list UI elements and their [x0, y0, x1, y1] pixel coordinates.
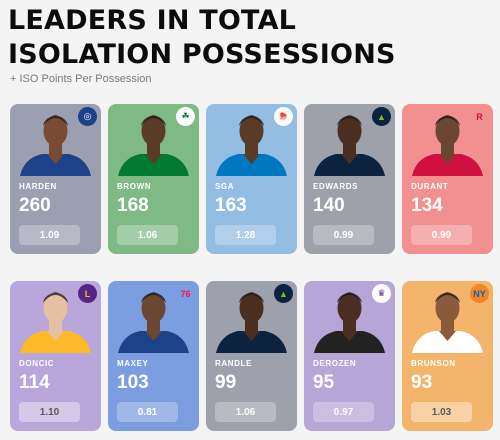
player-name: DONCIC — [19, 359, 55, 368]
player-photo — [20, 115, 91, 176]
ppp-badge: 0.97 — [313, 402, 374, 422]
player-card: R DURANT 134 0.99 — [402, 104, 493, 254]
celtics-logo-icon: ☘ — [176, 107, 195, 126]
iso-possessions-value: 260 — [19, 195, 51, 216]
iso-possessions-value: 93 — [411, 372, 433, 393]
player-photo — [314, 292, 385, 353]
player-card: ▲ RANDLE 99 1.06 — [206, 281, 297, 431]
iso-possessions-value: 99 — [215, 372, 237, 393]
player-photo — [314, 115, 385, 176]
player-card: 76 MAXEY 103 0.81 — [108, 281, 199, 431]
player-card: ♛ DEROZEN 95 0.97 — [304, 281, 395, 431]
ppp-badge: 1.06 — [117, 225, 178, 245]
player-photo — [20, 292, 91, 353]
player-photo — [412, 115, 483, 176]
player-photo — [216, 115, 287, 176]
player-name: SGA — [215, 182, 235, 191]
iso-possessions-value: 140 — [313, 195, 345, 216]
player-name: EDWARDS — [313, 182, 359, 191]
clippers-logo-icon: ◎ — [78, 107, 97, 126]
player-name: BRUNSON — [411, 359, 456, 368]
page-title: LEADERS IN TOTAL ISOLATION POSSESSIONS — [8, 4, 396, 72]
ppp-badge: 1.03 — [411, 402, 472, 422]
player-photo — [118, 292, 189, 353]
ppp-badge: 1.09 — [19, 225, 80, 245]
iso-possessions-value: 134 — [411, 195, 443, 216]
player-card: ◎ HARDEN 260 1.09 — [10, 104, 101, 254]
player-card: ▲ EDWARDS 140 0.99 — [304, 104, 395, 254]
iso-possessions-value: 168 — [117, 195, 149, 216]
player-photo — [412, 292, 483, 353]
ppp-badge: 0.81 — [117, 402, 178, 422]
knicks-logo-icon: NY — [470, 284, 489, 303]
thunder-logo-icon: ⛈ — [274, 107, 293, 126]
ppp-badge: 1.28 — [215, 225, 276, 245]
subtitle: + ISO Points Per Possession — [10, 73, 152, 85]
player-name: RANDLE — [215, 359, 252, 368]
player-name: HARDEN — [19, 182, 57, 191]
player-card: NY BRUNSON 93 1.03 — [402, 281, 493, 431]
player-card: ⛈ SGA 163 1.28 — [206, 104, 297, 254]
kings-logo-icon: ♛ — [372, 284, 391, 303]
rockets-logo-icon: R — [476, 111, 483, 122]
title-line-1: LEADERS IN TOTAL — [8, 5, 297, 36]
iso-possessions-value: 103 — [117, 372, 149, 393]
lakers-logo-icon: L — [78, 284, 97, 303]
ppp-badge: 0.99 — [313, 225, 374, 245]
player-photo — [216, 292, 287, 353]
ppp-badge: 1.10 — [19, 402, 80, 422]
76ers-logo-icon: 76 — [180, 288, 191, 299]
iso-possessions-value: 163 — [215, 195, 247, 216]
player-name: MAXEY — [117, 359, 149, 368]
player-grid: ◎ HARDEN 260 1.09 ☘ BROWN 168 1.06 ⛈ SGA 163 1.28 ▲ E… — [10, 104, 493, 438]
ppp-badge: 1.06 — [215, 402, 276, 422]
iso-possessions-value: 114 — [19, 372, 50, 393]
ppp-badge: 0.99 — [411, 225, 472, 245]
player-card: ☘ BROWN 168 1.06 — [108, 104, 199, 254]
player-card: L DONCIC 114 1.10 — [10, 281, 101, 431]
player-name: BROWN — [117, 182, 152, 191]
player-name: DURANT — [411, 182, 449, 191]
player-name: DEROZEN — [313, 359, 357, 368]
timberwolves-logo-icon: ▲ — [274, 284, 293, 303]
iso-possessions-value: 95 — [313, 372, 335, 393]
timberwolves-logo-icon: ▲ — [372, 107, 391, 126]
title-line-2: ISOLATION POSSESSIONS — [8, 39, 396, 70]
player-photo — [118, 115, 189, 176]
